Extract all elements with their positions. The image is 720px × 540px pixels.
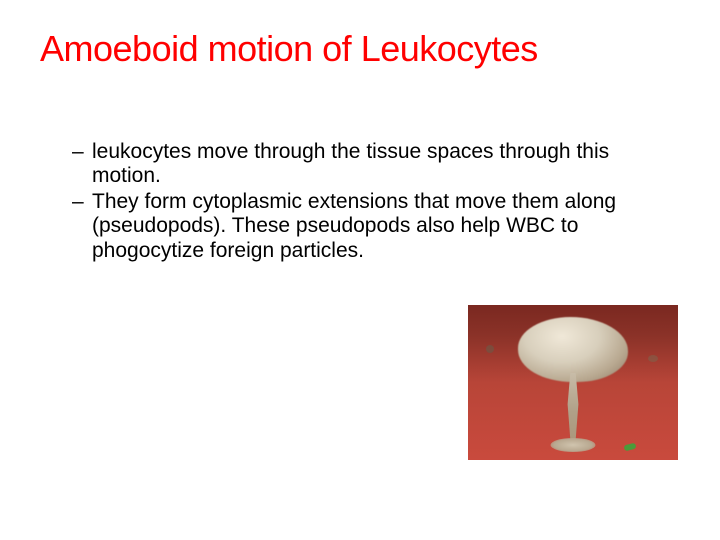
debris-shape — [648, 355, 658, 362]
pseudopod-tip-shape — [551, 438, 596, 452]
leukocyte-image — [468, 305, 678, 460]
bullet-item: They form cytoplasmic extensions that mo… — [72, 190, 680, 262]
bullet-item: leukocytes move through the tissue space… — [72, 140, 680, 188]
bullet-list: leukocytes move through the tissue space… — [40, 140, 680, 263]
slide-title: Amoeboid motion of Leukocytes — [40, 28, 680, 70]
slide-container: Amoeboid motion of Leukocytes leukocytes… — [0, 0, 720, 540]
foreign-particle-shape — [623, 443, 636, 452]
debris-shape — [486, 345, 494, 353]
cell-body-shape — [518, 317, 628, 382]
